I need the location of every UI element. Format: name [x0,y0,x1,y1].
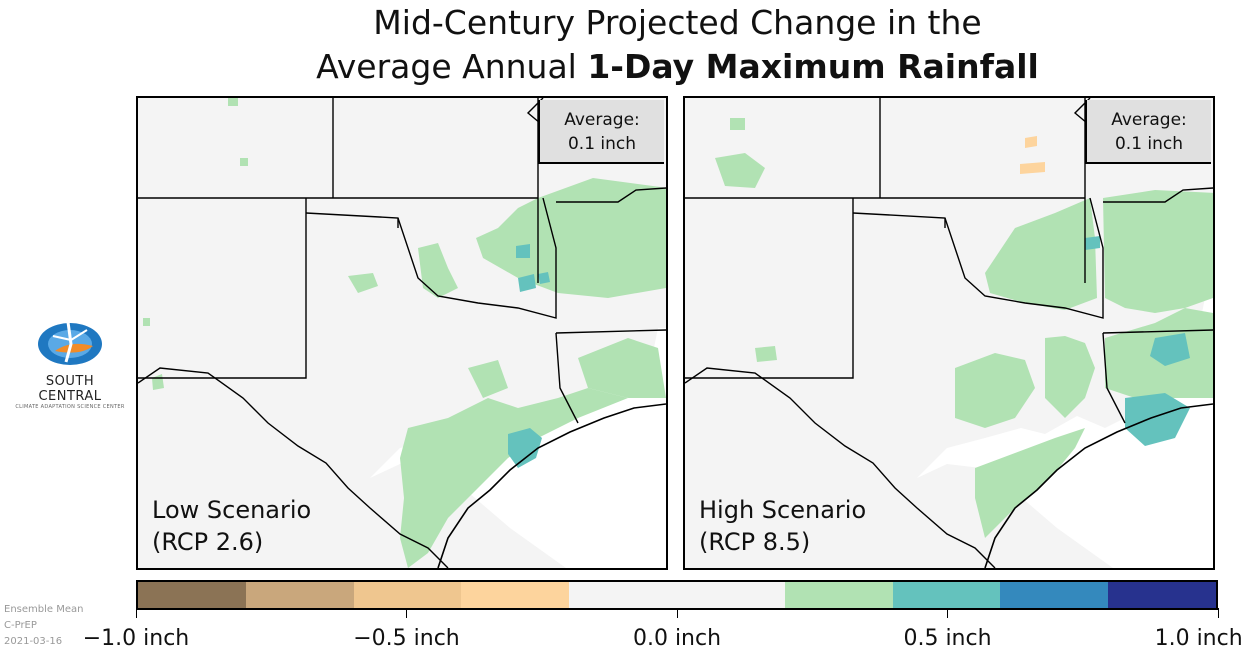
map-title-prefix: Average Annual [316,47,588,86]
casc-emblem-icon [38,321,102,365]
legend-segment-4 [569,582,677,608]
legend-colorbar [136,580,1218,610]
legend-tick-mark [676,608,678,618]
legend-tick-label: −1.0 inch [82,626,190,651]
meta-date: 2021-03-16 [4,636,63,647]
meta-ensemble: Ensemble Mean [4,604,84,615]
map-high-scenario [685,98,1213,568]
rainfall-change-teal [508,244,550,468]
scenario-rcp: (RCP 2.6) [152,528,264,556]
legend-segment-9 [1108,582,1216,608]
legend-tick-mark [406,608,407,618]
legend-tick-label: 0.5 inch [903,626,992,651]
legend-tick-label: −0.5 inch [353,626,460,651]
rainfall-change-teal [1085,236,1190,446]
scenario-rcp: (RCP 8.5) [699,528,811,556]
gulf-coastline [437,403,666,568]
average-value: 0.1 inch [1114,134,1184,154]
average-label: Average: [1111,110,1187,130]
legend-tick-label: 0.0 inch [632,626,722,651]
map-title-line-2: Average Annual 1-Day Maximum Rainfall [0,48,1250,86]
map-panel-high-scenario: Average: 0.1 inch High Scenario (RCP 8.5… [683,96,1215,570]
average-box-low: Average: 0.1 inch [538,100,664,164]
average-value: 0.1 inch [567,134,637,154]
legend-tick-mark [947,608,948,618]
rainfall-change-light-green [715,118,1213,538]
legend-segment-6 [784,582,893,608]
scenario-name: Low Scenario [152,496,312,524]
map-title-line-1: Mid-Century Projected Change in the [373,3,982,42]
gulf-coastline [984,403,1213,568]
map-panel-low-scenario: Average: 0.1 inch Low Scenario (RCP 2.6) [136,96,668,570]
map-title-variable: 1-Day Maximum Rainfall [587,47,1039,86]
legend-tick-mark [1217,608,1219,618]
average-box-high: Average: 0.1 inch [1085,100,1211,164]
rainfall-change-light-green [143,98,666,568]
legend-segment-7 [892,582,1001,608]
legend-tick-mark [135,608,137,618]
legend-segment-8 [1000,582,1109,608]
legend-segment-0 [138,582,246,608]
scenario-name: High Scenario [699,496,867,524]
scenario-label-low: Low Scenario (RCP 2.6) [152,494,311,558]
legend-segment-2 [353,582,462,608]
south-central-casc-logo: SOUTH CENTRAL CLIMATE ADAPTATION SCIENCE… [14,318,126,410]
logo-subtitle: CLIMATE ADAPTATION SCIENCE CENTER [15,404,125,410]
legend-segment-1 [245,582,354,608]
legend-tick-label: 1.0 inch [1154,626,1243,651]
legend-segment-3 [461,582,570,608]
legend-segment-5 [676,582,785,608]
average-label: Average: [564,110,640,130]
map-low-scenario [138,98,666,568]
rainfall-change-tan [1020,136,1045,174]
meta-source: C-PrEP [4,620,37,631]
logo-name: SOUTH CENTRAL [38,374,102,404]
scenario-label-high: High Scenario (RCP 8.5) [699,494,866,558]
